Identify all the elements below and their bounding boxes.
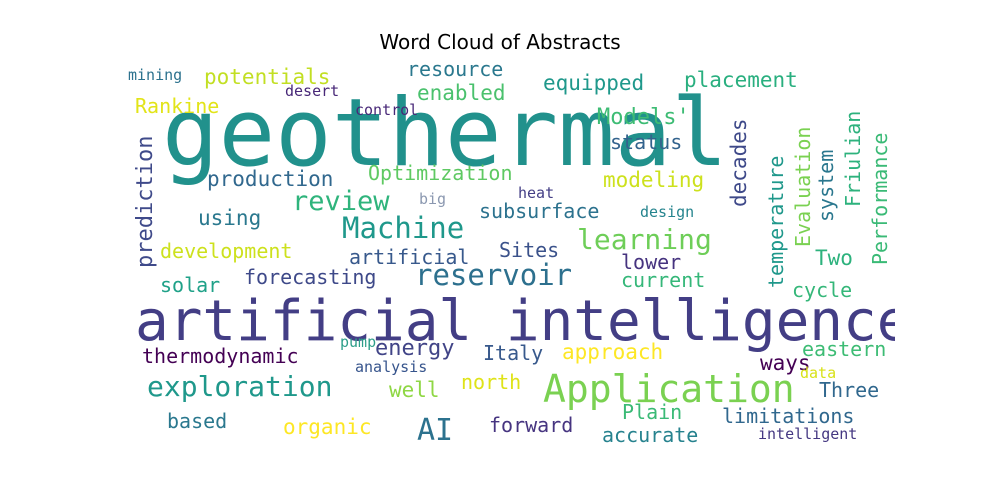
word-application: Application: [543, 367, 795, 411]
word-two: Two: [815, 246, 853, 270]
word-reservoir: reservoir: [415, 258, 572, 292]
word-cloud: geothermal artificial intelligence Applica…: [128, 60, 895, 448]
word-potentials: potentials: [204, 65, 330, 89]
word-modeling: modeling: [603, 168, 704, 192]
word-big: big: [419, 190, 446, 208]
word-well: well: [389, 378, 440, 402]
word-decades: decades: [727, 118, 751, 207]
word-desert: desert: [285, 82, 339, 100]
word-artificial-intelligence: artificial intelligence: [135, 289, 895, 354]
word-subsurface: subsurface: [479, 199, 599, 223]
word-heat: heat: [518, 184, 554, 202]
word-status: status: [610, 130, 682, 154]
word-using: using: [198, 206, 261, 230]
word-models: Models': [597, 105, 690, 130]
word-italy: Italy: [483, 341, 543, 365]
word-performance: Performance: [868, 133, 892, 265]
word-intelligent: intelligent: [758, 425, 857, 443]
word-development: development: [160, 239, 292, 263]
word-design: design: [640, 203, 694, 221]
word-north: north: [461, 370, 521, 394]
word-enabled: enabled: [417, 81, 506, 105]
word-analysis: analysis: [355, 358, 427, 376]
word-forward: forward: [489, 413, 573, 437]
word-forecasting: forecasting: [244, 265, 376, 289]
chart-title: Word Cloud of Abstracts: [379, 30, 621, 54]
word-control: control: [355, 101, 418, 119]
word-three: Three: [819, 378, 879, 402]
word-temperature: temperature: [764, 156, 788, 288]
word-optimization: Optimization: [368, 161, 513, 185]
word-sites: Sites: [499, 238, 559, 262]
word-prediction: prediction: [133, 136, 158, 268]
word-energy: energy: [375, 336, 454, 361]
word-cycle: cycle: [792, 278, 852, 302]
word-ways: ways: [760, 351, 811, 375]
word-mining: mining: [128, 66, 182, 84]
word-evaluation: Evaluation: [791, 127, 815, 247]
word-production: production: [207, 167, 333, 191]
word-accurate: accurate: [602, 423, 698, 447]
word-resource: resource: [407, 60, 503, 81]
word-data: data: [800, 364, 836, 382]
word-thermodynamic: thermodynamic: [142, 344, 299, 368]
word-artificial: artificial: [349, 245, 469, 269]
word-machine: Machine: [342, 211, 464, 245]
word-learning: learning: [577, 223, 712, 256]
word-organic: organic: [283, 415, 372, 439]
word-ai: AI: [417, 413, 453, 448]
word-based: based: [167, 409, 227, 433]
word-approach: approach: [562, 340, 663, 364]
word-friulian: Friulian: [841, 111, 865, 207]
word-limitations: limitations: [722, 404, 854, 428]
word-geothermal: geothermal: [162, 79, 728, 188]
word-rankine: Rankine: [135, 94, 219, 118]
word-plain: Plain: [622, 400, 682, 424]
word-review: review: [292, 186, 390, 217]
word-solar: solar: [160, 273, 220, 297]
word-equipped: equipped: [543, 71, 644, 95]
word-current: current: [621, 268, 705, 292]
word-pump: pump: [340, 333, 376, 351]
word-eastern: eastern: [802, 337, 886, 361]
word-lower: lower: [621, 250, 681, 274]
word-exploration: exploration: [147, 370, 332, 403]
word-placement: placement: [684, 68, 798, 92]
word-system: system: [814, 150, 838, 222]
